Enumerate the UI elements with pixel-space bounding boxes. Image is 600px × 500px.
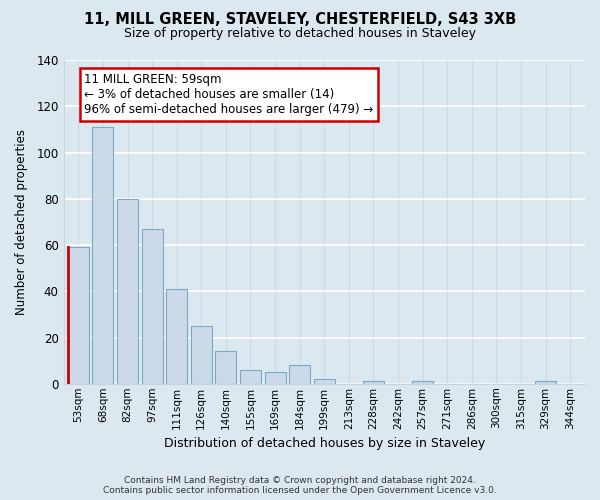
Bar xyxy=(117,199,138,384)
Bar xyxy=(142,229,163,384)
Bar xyxy=(363,382,384,384)
Bar xyxy=(166,289,187,384)
Bar xyxy=(289,366,310,384)
Text: 11 MILL GREEN: 59sqm
← 3% of detached houses are smaller (14)
96% of semi-detach: 11 MILL GREEN: 59sqm ← 3% of detached ho… xyxy=(85,73,374,116)
Text: Contains HM Land Registry data © Crown copyright and database right 2024.
Contai: Contains HM Land Registry data © Crown c… xyxy=(103,476,497,495)
Bar xyxy=(314,379,335,384)
Bar xyxy=(412,382,433,384)
Bar xyxy=(68,248,89,384)
Bar xyxy=(191,326,212,384)
Bar xyxy=(535,382,556,384)
Text: 11, MILL GREEN, STAVELEY, CHESTERFIELD, S43 3XB: 11, MILL GREEN, STAVELEY, CHESTERFIELD, … xyxy=(84,12,516,28)
Y-axis label: Number of detached properties: Number of detached properties xyxy=(15,129,28,315)
Bar xyxy=(265,372,286,384)
X-axis label: Distribution of detached houses by size in Staveley: Distribution of detached houses by size … xyxy=(164,437,485,450)
Bar xyxy=(215,352,236,384)
Bar xyxy=(92,127,113,384)
Bar xyxy=(240,370,261,384)
Text: Size of property relative to detached houses in Staveley: Size of property relative to detached ho… xyxy=(124,28,476,40)
